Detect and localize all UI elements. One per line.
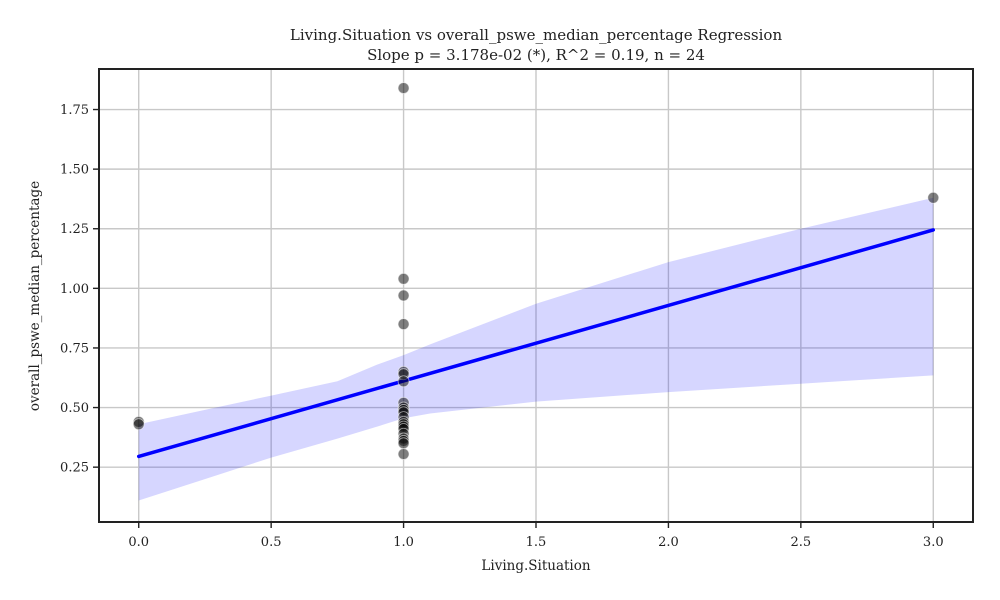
data-point — [397, 289, 410, 302]
data-point — [132, 418, 145, 431]
regression-line-layer — [136, 228, 936, 459]
axis-ticks: 0.0 0.5 1.0 1.5 2.0 2.5 3.0 0.25 0.50 0.75 1.00 1.2… — [60, 103, 944, 550]
data-point — [397, 375, 410, 388]
x-tick-label: 2.5 — [791, 535, 812, 550]
scatter-points — [132, 82, 940, 460]
data-point — [397, 437, 410, 450]
x-tick-label: 0.0 — [128, 535, 149, 550]
y-tick-label: 0.50 — [60, 401, 89, 416]
data-point — [397, 272, 410, 285]
y-tick-label: 1.75 — [60, 103, 89, 118]
data-point — [397, 318, 410, 331]
regression-line — [136, 228, 936, 459]
y-tick-label: 1.50 — [60, 163, 89, 178]
grid-lines — [99, 69, 973, 522]
y-tick-label: 0.25 — [60, 461, 89, 476]
data-point — [397, 448, 410, 460]
x-tick-label: 0.5 — [261, 535, 282, 550]
confidence-band — [138, 197, 934, 501]
y-axis-label: overall_pswe_median_percentage — [27, 181, 43, 411]
x-tick-label: 1.0 — [393, 535, 414, 550]
y-tick-label: 1.25 — [60, 222, 89, 237]
x-tick-label: 2.0 — [658, 535, 679, 550]
x-tick-label: 1.5 — [526, 535, 547, 550]
confidence-band-layer — [138, 197, 934, 501]
chart-subtitle: Slope p = 3.178e-02 (*), R^2 = 0.19, n =… — [367, 46, 705, 64]
x-axis-label: Living.Situation — [481, 558, 590, 574]
x-tick-label: 3.0 — [923, 535, 944, 550]
y-tick-label: 1.00 — [60, 282, 89, 297]
y-tick-label: 0.75 — [60, 341, 89, 356]
data-point — [397, 82, 410, 94]
data-point — [927, 191, 940, 204]
chart-title: Living.Situation vs overall_pswe_median_… — [290, 26, 783, 44]
